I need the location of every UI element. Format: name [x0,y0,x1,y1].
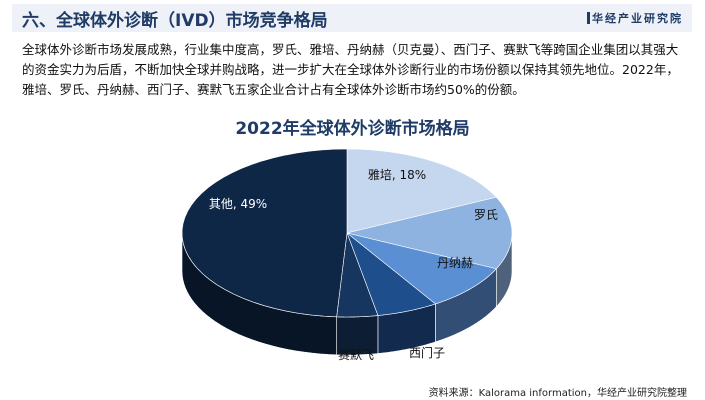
pie-slice-丹纳赫 [346,232,497,305]
pie-slice-西门子 [346,232,437,316]
chart-title: 2022年全球体外诊断市场格局 [235,119,470,139]
pie-slice-雅培 [346,148,497,234]
data-label-丹纳赫: 丹纳赫 [437,256,473,270]
data-label-其他: 其他, 49% [209,197,267,211]
pie-slice-罗氏 [346,196,513,270]
data-label-西门子: 西门子 [409,345,445,360]
logo-icon [587,12,590,24]
brand-logo: 华经产业研究院 [587,10,683,26]
pie-slice-其他 [181,148,348,318]
data-label-罗氏: 罗氏 [474,208,498,222]
page-title: 六、全球体外诊断（IVD）市场竞争格局 [22,11,328,31]
data-label-赛默飞: 赛默飞 [338,347,374,362]
data-label-雅培: 雅培, 18% [368,167,426,182]
brand-name: 华经产业研究院 [592,12,683,25]
source-note: 资料来源：Kalorama information，华经产业研究院整理 [428,388,687,399]
pie-slice-赛默飞 [336,232,379,318]
intro-paragraph: 全球体外诊断市场发展成熟，行业集中度高，罗氏、雅培、丹纳赫（贝克曼）、西门子、赛… [22,42,679,97]
header-bar [12,4,692,32]
